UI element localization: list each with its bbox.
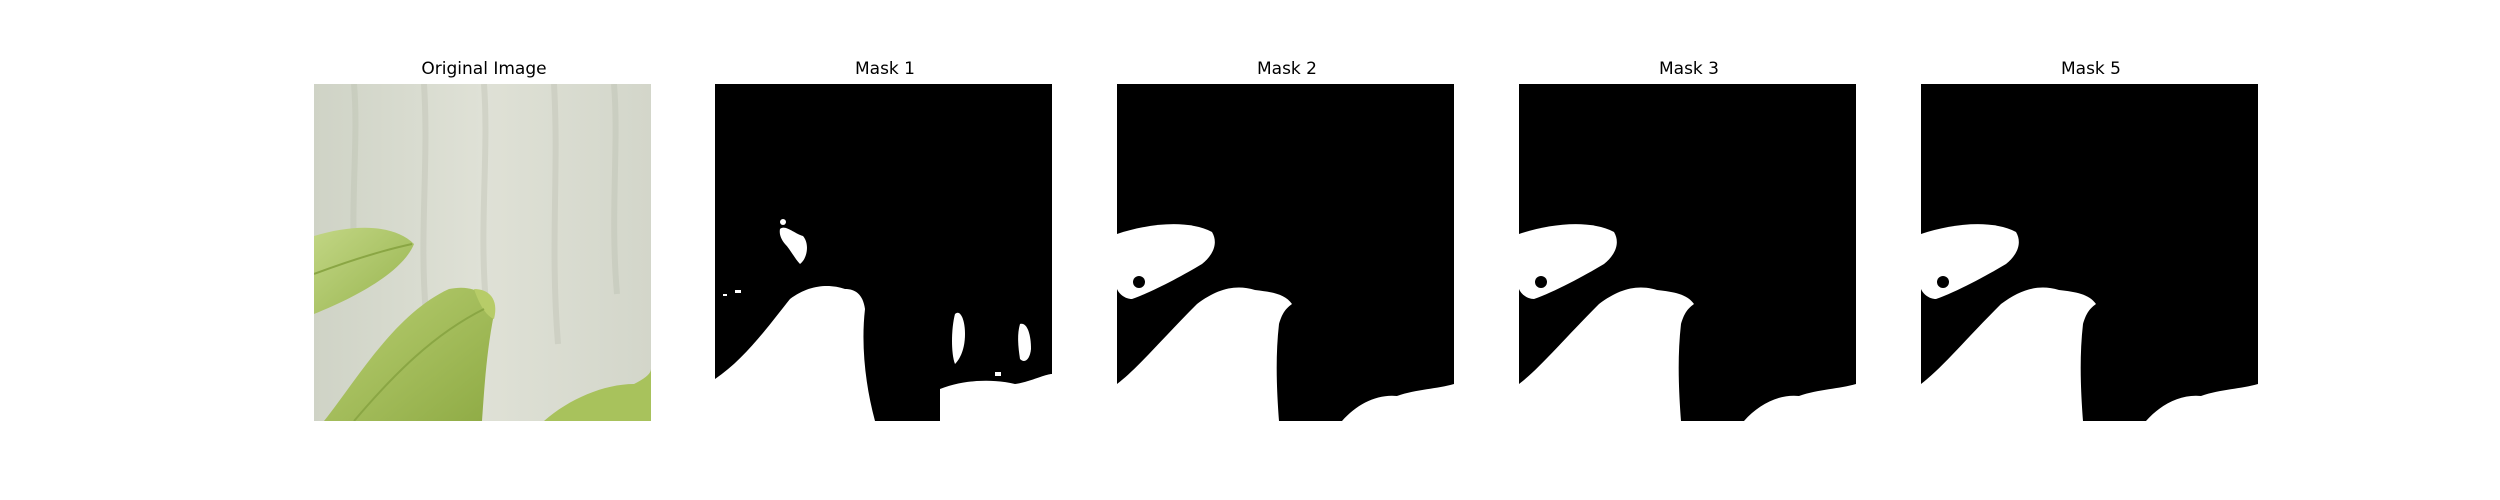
panel-mask-3: Mask 3 — [1519, 57, 1859, 421]
mask-1-image — [715, 84, 1052, 421]
panel-mask-1: Mask 1 — [715, 57, 1055, 421]
mask-3-image — [1519, 84, 1856, 421]
panel-mask-2: Mask 2 — [1117, 57, 1457, 421]
mask-5-image — [1921, 84, 2258, 421]
panel-title: Mask 3 — [1658, 59, 1719, 79]
panel-title: Mask 5 — [2060, 59, 2121, 79]
original-image — [314, 84, 651, 421]
panel-original-image: Original Image — [314, 57, 654, 421]
panel-title: Original Image — [421, 59, 547, 79]
mask-2-image — [1117, 84, 1454, 421]
panel-title: Mask 2 — [1256, 59, 1317, 79]
panel-mask-5: Mask 5 — [1921, 57, 2261, 421]
panel-title: Mask 1 — [854, 59, 915, 79]
